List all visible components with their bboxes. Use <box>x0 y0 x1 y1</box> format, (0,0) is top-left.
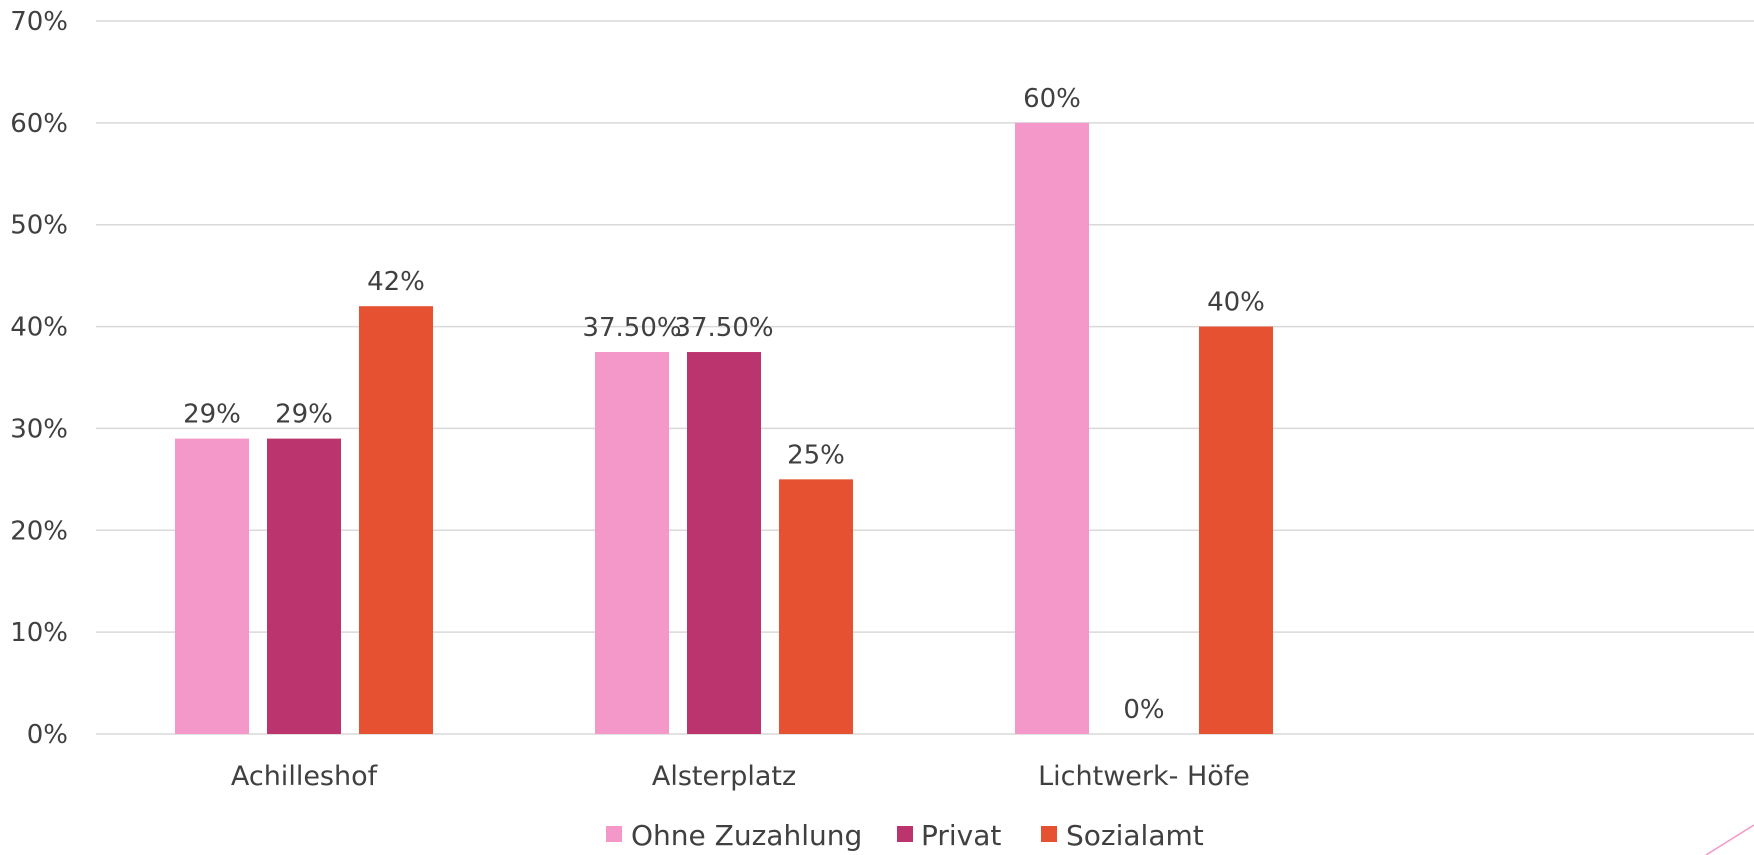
data-label: 42% <box>367 267 425 297</box>
y-tick-label: 10% <box>10 618 68 648</box>
bar <box>687 352 761 734</box>
legend-label: Sozialamt <box>1066 819 1204 852</box>
y-tick-label: 0% <box>27 720 68 750</box>
bar <box>1015 122 1089 735</box>
legend-swatch <box>606 826 622 842</box>
x-axis-categories: Achilleshof Alsterplatz Lichtwerk- Höfe <box>231 761 1250 792</box>
y-tick-label: 40% <box>10 313 68 343</box>
y-tick-label: 50% <box>10 211 68 241</box>
bar <box>359 306 433 734</box>
category-label: Lichtwerk- Höfe <box>1038 761 1250 792</box>
bar <box>779 479 853 734</box>
y-tick-label: 30% <box>10 414 68 444</box>
legend-swatch <box>897 826 913 842</box>
bar <box>1199 326 1273 734</box>
data-label: 0% <box>1123 695 1164 725</box>
bars <box>175 122 1273 735</box>
category-label: Alsterplatz <box>652 761 796 792</box>
bar <box>175 438 249 734</box>
data-label: 60% <box>1023 84 1081 114</box>
data-label: 37.50% <box>582 313 681 343</box>
data-label: 37.50% <box>674 313 773 343</box>
legend-label: Privat <box>921 819 1001 852</box>
category-label: Achilleshof <box>231 761 379 792</box>
decorative-accent-line <box>1705 824 1754 855</box>
data-label: 40% <box>1207 288 1265 318</box>
gridlines <box>96 20 1754 735</box>
y-tick-label: 20% <box>10 516 68 546</box>
legend-swatch <box>1041 826 1057 842</box>
bar <box>595 352 669 734</box>
bar <box>267 438 341 734</box>
data-label: 29% <box>275 400 333 430</box>
legend-item: Sozialamt <box>1041 819 1204 852</box>
y-tick-label: 70% <box>10 7 68 37</box>
legend-item: Privat <box>897 819 1001 852</box>
legend: Ohne Zuzahlung Privat Sozialamt <box>606 819 1204 852</box>
legend-label: Ohne Zuzahlung <box>631 819 862 852</box>
legend-item: Ohne Zuzahlung <box>606 819 862 852</box>
data-labels: 29% 29% 42% 37.50%37.50% 25% 60% 0% 40% <box>183 84 1265 725</box>
data-label: 29% <box>183 400 241 430</box>
data-label: 25% <box>787 440 845 470</box>
y-tick-label: 60% <box>10 109 68 139</box>
y-axis-ticks: 0% 10% 20% 30% 40% 50% 60% 70% <box>10 7 68 750</box>
